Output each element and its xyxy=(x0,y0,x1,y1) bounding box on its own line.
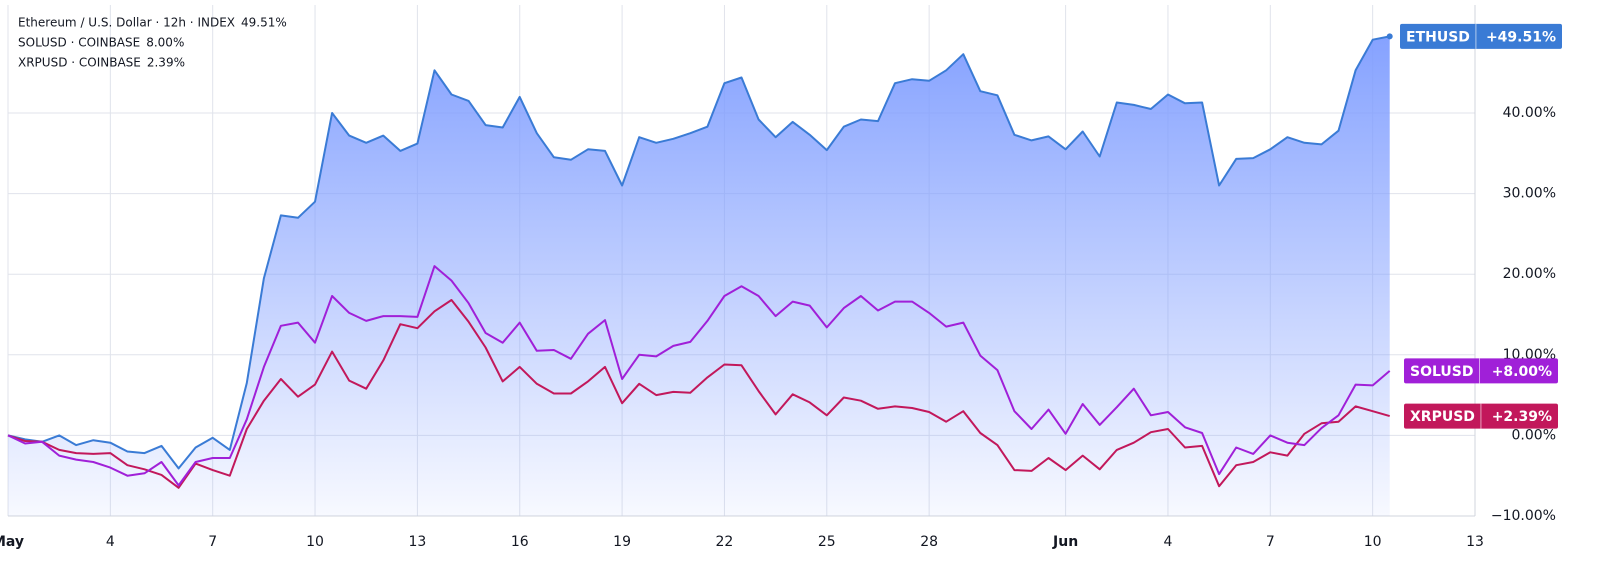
price-tag-box xyxy=(1400,23,1562,49)
legend-value: 2.39% xyxy=(147,56,185,70)
legend-value: 49.51% xyxy=(241,16,287,30)
x-tick-label: 10 xyxy=(306,534,324,550)
x-tick-label: 4 xyxy=(106,534,115,550)
x-tick-label: 7 xyxy=(208,534,217,550)
y-tick-label: 30.00% xyxy=(1503,186,1556,202)
series-line xyxy=(7,299,1390,489)
legend-value: 8.00% xyxy=(146,36,184,50)
area-fill xyxy=(8,36,1390,517)
x-tick-label: 7 xyxy=(1266,534,1275,550)
price-tag-symbol: ETHUSD xyxy=(1406,29,1470,45)
x-tick-label: 28 xyxy=(920,534,938,550)
price-tag: XRPUSD +2.39% xyxy=(1404,403,1558,429)
y-tick-label: 0.00% xyxy=(1512,427,1556,443)
x-tick-label: 19 xyxy=(613,534,631,550)
series-line xyxy=(7,35,1390,470)
price-tag: SOLUSD +8.00% xyxy=(1404,358,1558,384)
x-tick-label: 13 xyxy=(1466,534,1484,550)
x-tick-label: May xyxy=(0,534,24,550)
x-tick-label: 16 xyxy=(511,534,529,550)
price-tag-symbol: SOLUSD xyxy=(1410,364,1473,380)
price-tag-value: +2.39% xyxy=(1492,409,1552,425)
x-tick-label: 25 xyxy=(818,534,836,550)
y-tick-label: 20.00% xyxy=(1503,266,1556,282)
legend-name: SOLUSD · COINBASE xyxy=(18,36,140,50)
x-tick-label: Jun xyxy=(1052,534,1078,550)
legend: Ethereum / U.S. Dollar · 12h · INDEX 49.5… xyxy=(18,16,287,70)
series-line xyxy=(7,265,1391,487)
price-tag-value: +49.51% xyxy=(1486,29,1556,45)
legend-name: Ethereum / U.S. Dollar · 12h · INDEX xyxy=(18,16,235,30)
price-tag: ETHUSD +49.51% xyxy=(1400,23,1562,49)
end-point xyxy=(1386,33,1393,40)
x-tick-label: 22 xyxy=(716,534,734,550)
y-tick-label: 40.00% xyxy=(1503,105,1556,121)
x-tick-label: 4 xyxy=(1163,534,1172,550)
x-tick-label: 10 xyxy=(1364,534,1382,550)
x-tick-label: 13 xyxy=(408,534,426,550)
price-tag-symbol: XRPUSD xyxy=(1410,409,1475,425)
y-tick-label: −10.00% xyxy=(1491,508,1556,524)
price-tag-box xyxy=(1404,358,1558,384)
price-tag-value: +8.00% xyxy=(1492,364,1552,380)
legend-name: XRPUSD · COINBASE xyxy=(18,56,141,70)
